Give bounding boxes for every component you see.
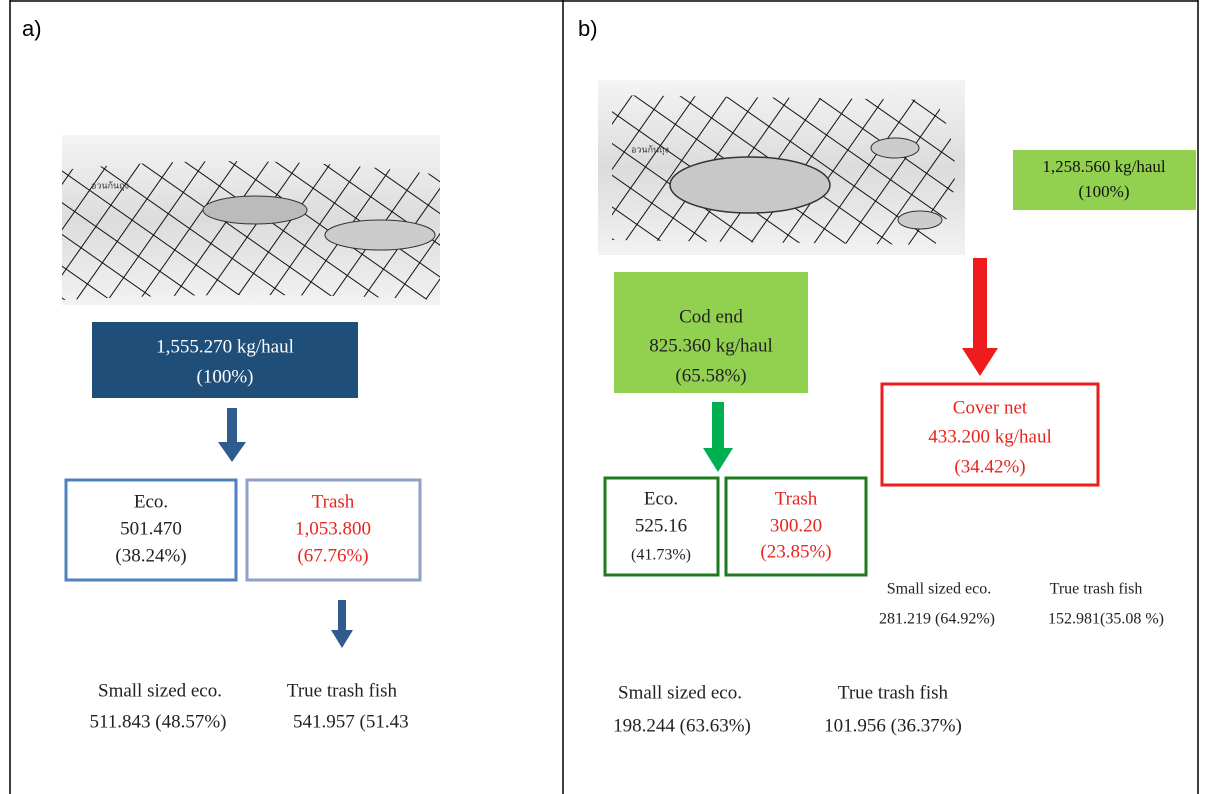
breakdown-name: Small sized eco. <box>887 581 991 598</box>
eco-percent: (38.24%) <box>115 545 186 566</box>
breakdown-value: 511.843 (48.57%) <box>89 711 226 732</box>
breakdown-name: True trash fish <box>1050 581 1143 598</box>
cod-end-percent: (65.58%) <box>675 365 746 386</box>
cod-end-label: Cod end <box>679 306 743 327</box>
net-image: อวนก้นถุง <box>598 80 978 255</box>
arrow <box>331 600 353 648</box>
total-percent: (100%) <box>1079 182 1130 201</box>
arrow <box>703 402 733 472</box>
breakdown-name: Small sized eco. <box>618 682 742 703</box>
eco-percent: (41.73%) <box>631 547 691 564</box>
breakdown-value: 198.244 (63.63%) <box>613 715 751 736</box>
trash-box: Trash 1,053.800 (67.76%) <box>247 480 420 580</box>
arrow <box>962 258 998 376</box>
eco-label: Eco. <box>644 488 678 509</box>
eco-box: Eco. 525.16 (41.73%) <box>605 478 718 575</box>
breakdown-value: 541.957 (51.43 <box>293 711 409 732</box>
total-box: 1,555.270 kg/haul (100%) <box>92 322 358 398</box>
total-amount: 1,258.560 kg/haul <box>1042 157 1166 176</box>
trash-label: Trash <box>312 491 355 512</box>
eco-amount: 525.16 <box>635 515 687 536</box>
trash-amount: 1,053.800 <box>295 518 371 539</box>
page: a) อวนก้นถุง 1,555.270 kg/haul (100%) Ec… <box>0 0 1205 794</box>
cover-net-box: Cover net 433.200 kg/haul (34.42%) <box>882 384 1098 485</box>
trash-percent: (23.85%) <box>760 541 831 562</box>
panel-label: b) <box>578 16 598 41</box>
eco-label: Eco. <box>134 491 168 512</box>
net-label: อวนก้นถุง <box>631 145 669 156</box>
total-percent: (100%) <box>197 366 254 387</box>
breakdown-name: Small sized eco. <box>98 680 222 701</box>
trash-label: Trash <box>775 488 818 509</box>
net-label: อวนก้นถุง <box>91 181 129 192</box>
breakdown-value: 152.981(35.08 %) <box>1048 611 1164 628</box>
total-box: 1,258.560 kg/haul (100%) <box>1013 150 1196 210</box>
breakdown-name: True trash fish <box>287 680 398 701</box>
trash-amount: 300.20 <box>770 515 822 536</box>
cover-net-label: Cover net <box>953 397 1028 418</box>
trash-box: Trash 300.20 (23.85%) <box>726 478 866 575</box>
total-amount: 1,555.270 kg/haul <box>156 336 294 357</box>
eco-amount: 501.470 <box>120 518 182 539</box>
eco-box: Eco. 501.470 (38.24%) <box>66 480 236 580</box>
breakdown-name: True trash fish <box>838 682 949 703</box>
cover-net-amount: 433.200 kg/haul <box>928 426 1052 447</box>
cod-end-box: Cod end 825.360 kg/haul (65.58%) <box>614 272 808 393</box>
trash-percent: (67.76%) <box>297 545 368 566</box>
cover-net-percent: (34.42%) <box>954 456 1025 477</box>
panel-label: a) <box>22 16 42 41</box>
breakdown-value: 101.956 (36.37%) <box>824 715 962 736</box>
net-image: อวนก้นถุง <box>62 135 440 305</box>
breakdown-value: 281.219 (64.92%) <box>879 611 995 628</box>
arrow <box>218 408 246 462</box>
cod-end-amount: 825.360 kg/haul <box>649 335 773 356</box>
